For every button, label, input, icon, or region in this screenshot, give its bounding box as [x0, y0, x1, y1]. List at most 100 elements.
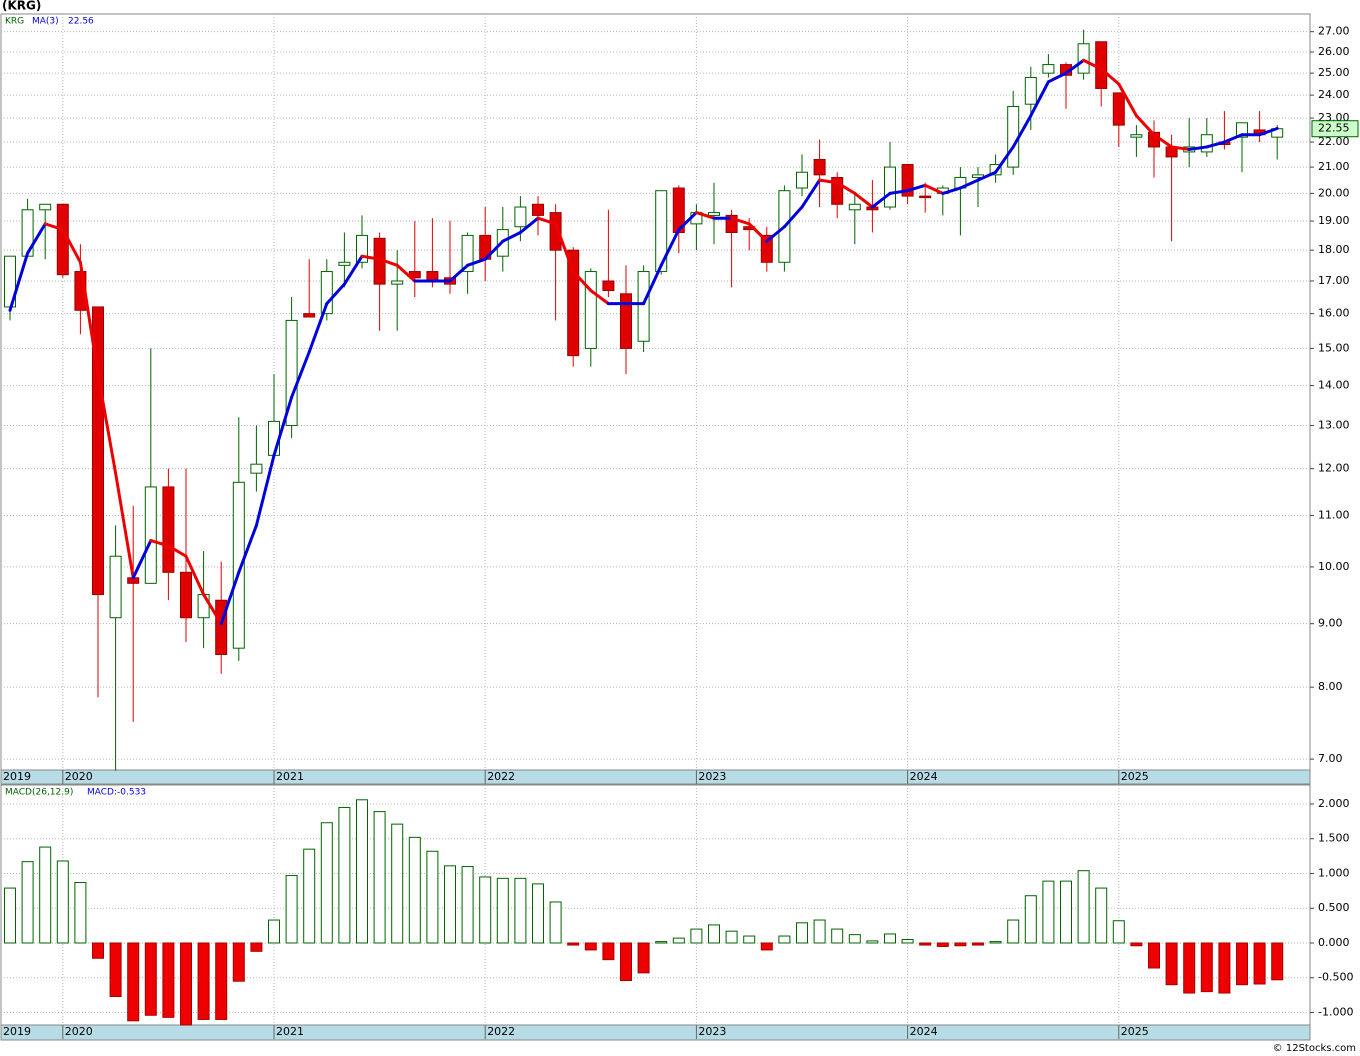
macd-bar — [690, 928, 703, 944]
candle-body — [180, 571, 192, 619]
macd-bar — [496, 877, 509, 944]
ma-segment — [378, 257, 399, 267]
candle-body — [532, 203, 544, 216]
macd-bar — [1095, 887, 1108, 944]
macd-bar — [1236, 942, 1248, 986]
candle-body — [655, 190, 668, 273]
macd-bar — [919, 942, 932, 946]
macd-bar — [1024, 895, 1037, 944]
y-tick-label: 1.500 — [1318, 832, 1350, 845]
ma-segment — [976, 170, 998, 182]
x-tick-label: 2025 — [1121, 770, 1149, 783]
macd-bar — [1042, 880, 1055, 944]
y-tick-label: 14.00 — [1318, 379, 1350, 392]
y-tick-label: 24.00 — [1318, 88, 1350, 101]
macd-bar — [954, 942, 967, 947]
candle-body — [1130, 134, 1143, 138]
macd-bar — [479, 876, 492, 944]
candle-body — [848, 203, 861, 211]
candle-body — [620, 293, 632, 349]
macd-bar — [637, 942, 650, 974]
candle-body — [725, 214, 738, 233]
macd-bar — [567, 942, 580, 946]
candle-body — [1095, 41, 1108, 89]
macd-bar — [884, 933, 896, 944]
ma-segment — [114, 471, 135, 580]
y-tick-label: 13.00 — [1318, 419, 1350, 432]
ma-segment — [1117, 82, 1138, 118]
ma-segment — [43, 222, 65, 232]
ma-segment — [290, 350, 311, 399]
ma-segment — [202, 593, 223, 626]
y-tick-label: 19.00 — [1318, 214, 1350, 227]
macd-bar — [180, 942, 192, 1026]
macd-bar — [232, 942, 245, 982]
ma-segment — [923, 183, 945, 195]
candle-body — [901, 164, 914, 197]
macd-bar — [584, 942, 597, 951]
ma-segment — [1011, 114, 1033, 149]
candle-body — [567, 249, 580, 357]
ma-segment — [1187, 145, 1209, 151]
ma-segment — [61, 228, 82, 264]
macd-bar — [1271, 942, 1284, 981]
macd-bar — [901, 939, 914, 944]
ma-segment — [8, 251, 30, 312]
macd-bar — [21, 861, 34, 944]
macd-bar — [708, 924, 720, 944]
y-tick-label: 15.00 — [1318, 341, 1350, 354]
ma-segment — [747, 222, 769, 243]
ma-segment — [1134, 114, 1156, 137]
price-badge-label: 22.55 — [1318, 122, 1350, 135]
ma-segment — [853, 191, 874, 209]
y-tick-label: 1.000 — [1318, 866, 1350, 879]
candle-body — [813, 158, 826, 176]
macd-bar — [1253, 942, 1266, 985]
ma-segment — [219, 570, 241, 626]
macd-bar — [39, 846, 52, 944]
ma-segment — [1099, 67, 1121, 86]
macd-bar — [796, 922, 808, 944]
macd-bar — [92, 942, 104, 959]
ma-segment — [184, 554, 206, 597]
y-tick-label: 18.00 — [1318, 243, 1350, 256]
ma-segment — [237, 523, 258, 574]
candle-body — [637, 271, 650, 342]
ma-segment — [870, 191, 892, 209]
ma-segment — [1152, 133, 1174, 149]
y-tick-label: 20.00 — [1318, 186, 1350, 199]
macd-bar — [1060, 880, 1072, 944]
ma-segment — [483, 239, 505, 261]
candle-body — [338, 261, 351, 266]
candle-body — [215, 599, 228, 655]
ma-segment — [958, 178, 980, 190]
candle-body — [584, 271, 597, 349]
macd-bar — [444, 865, 456, 944]
ma-segment — [96, 372, 118, 475]
ma-segment — [554, 222, 575, 274]
ma-segment — [1046, 71, 1068, 84]
ma-segment — [888, 189, 910, 195]
x-tick-label: 2022 — [487, 1025, 515, 1038]
y-tick-label: -0.500 — [1318, 971, 1353, 984]
macd-bar — [1112, 920, 1125, 944]
candle-body — [1042, 64, 1055, 74]
ma-segment — [325, 282, 346, 306]
y-tick-label: 27.00 — [1318, 25, 1350, 38]
ma-segment — [448, 263, 470, 283]
macd-bar — [408, 836, 421, 944]
candle-body — [884, 166, 896, 208]
macd-bar — [549, 901, 562, 944]
candle-body — [250, 463, 263, 474]
candle-body — [285, 319, 298, 427]
candle-body — [461, 234, 474, 273]
ma-segment — [1064, 58, 1086, 75]
y-tick-label: 21.00 — [1318, 160, 1350, 173]
candle-body — [109, 555, 122, 619]
y-tick-label: 11.00 — [1318, 509, 1350, 522]
ma-segment — [360, 254, 382, 261]
ma-segment — [765, 225, 786, 243]
candle-body — [320, 271, 333, 315]
ma-segment — [466, 257, 487, 267]
